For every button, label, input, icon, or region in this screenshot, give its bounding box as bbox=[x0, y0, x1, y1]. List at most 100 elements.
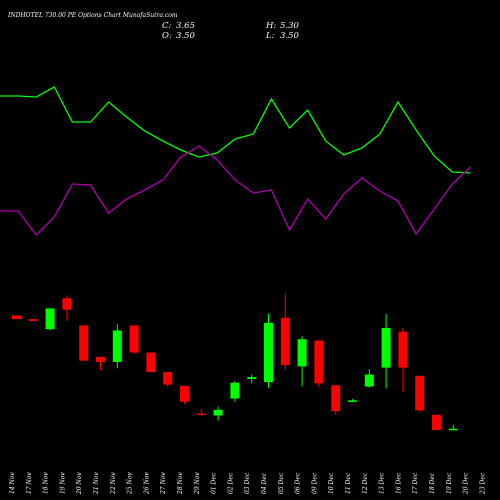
candle-body bbox=[96, 356, 105, 362]
candle-body bbox=[381, 327, 391, 368]
x-tick-label: 16 Dec bbox=[395, 472, 402, 494]
close-value: 3.65 bbox=[176, 21, 195, 31]
candle bbox=[196, 409, 206, 416]
indicator-lines bbox=[0, 86, 471, 236]
candle-body bbox=[196, 413, 206, 416]
indicator-line-2 bbox=[0, 145, 471, 236]
candle-body bbox=[163, 372, 173, 385]
close-label: C: bbox=[162, 21, 172, 31]
x-tick-label: 21 Nov bbox=[93, 472, 100, 495]
candle bbox=[79, 325, 89, 361]
candle bbox=[364, 368, 374, 388]
candle-body bbox=[448, 428, 458, 431]
x-tick-label: 03 Dec bbox=[244, 472, 251, 494]
candle-body bbox=[62, 298, 72, 310]
x-tick-label: 13 Dec bbox=[379, 472, 386, 494]
candle bbox=[163, 372, 173, 387]
x-tick-label: 22 Nov bbox=[110, 472, 117, 495]
candle bbox=[415, 375, 425, 413]
candle-body bbox=[415, 375, 425, 411]
chart-title: INDHOTEL 730.00 PE Options Chart MunafaS… bbox=[7, 12, 178, 19]
x-tick-label: 05 Dec bbox=[278, 472, 285, 494]
x-tick-label: 23 Dec bbox=[479, 472, 486, 495]
candle-body bbox=[12, 315, 21, 320]
candle bbox=[12, 315, 21, 320]
x-tick-label: 02 Dec bbox=[227, 472, 234, 494]
candle-body bbox=[146, 352, 156, 373]
candle-body bbox=[112, 330, 122, 362]
x-tick-label: 19 Nov bbox=[59, 472, 66, 494]
candle bbox=[381, 314, 391, 389]
candle bbox=[297, 336, 307, 387]
candle-body bbox=[213, 409, 223, 416]
x-tick-label: 06 Dec bbox=[295, 472, 302, 494]
x-tick-label: 12 Dec bbox=[362, 472, 369, 494]
candle bbox=[348, 399, 357, 402]
x-tick-label: 29 Nov bbox=[194, 472, 201, 495]
candle-body bbox=[45, 308, 55, 330]
candle-body bbox=[230, 382, 240, 399]
candle bbox=[314, 340, 324, 388]
x-tick-label: 01 Dec bbox=[211, 472, 218, 494]
candle bbox=[45, 308, 55, 331]
candle bbox=[264, 313, 273, 388]
open-value: 3.50 bbox=[176, 31, 196, 41]
candle bbox=[96, 356, 105, 371]
x-tick-label: 19 Dec bbox=[446, 472, 453, 494]
candle bbox=[398, 327, 408, 393]
candle-body bbox=[28, 319, 38, 321]
x-tick-label: 17 Dec bbox=[412, 472, 419, 494]
x-tick-label: 25 Nov bbox=[127, 472, 134, 495]
candle-body bbox=[247, 377, 257, 379]
candle-body bbox=[314, 340, 324, 384]
candle bbox=[213, 406, 223, 421]
x-axis-ticks: 14 Nov 17 Nov 18 Nov 19 Nov 20 Nov 21 Nov 22 N… bbox=[9, 472, 486, 495]
x-tick-label: 10 Dec bbox=[328, 472, 335, 494]
x-tick-label: 18 Nov bbox=[43, 472, 50, 494]
candle bbox=[180, 385, 189, 405]
low-label: L: bbox=[265, 31, 275, 41]
high-value: 5.30 bbox=[280, 21, 300, 31]
candle-body bbox=[129, 325, 139, 353]
candle-body bbox=[297, 339, 307, 367]
x-tick-label: 28 Nov bbox=[177, 472, 184, 495]
x-tick-label: 26 Nov bbox=[143, 472, 150, 495]
indicator-line-1 bbox=[0, 86, 471, 174]
x-tick-label: 20 Dec bbox=[463, 472, 470, 495]
candle bbox=[62, 295, 72, 321]
high-label: H: bbox=[265, 21, 276, 31]
candle-body bbox=[331, 385, 341, 412]
candle-body bbox=[432, 414, 441, 430]
chart-header: INDHOTEL 730.00 PE Options Chart MunafaS… bbox=[7, 12, 300, 41]
x-tick-label: 18 Dec bbox=[429, 472, 436, 494]
candle bbox=[146, 352, 156, 373]
candle-body bbox=[180, 385, 189, 402]
candle bbox=[448, 424, 458, 431]
x-tick-label: 14 Nov bbox=[9, 472, 16, 494]
candle-body bbox=[348, 400, 357, 402]
candle-body bbox=[364, 374, 374, 387]
x-tick-label: 17 Nov bbox=[26, 472, 33, 494]
candle bbox=[28, 319, 38, 321]
x-tick-label: 09 Dec bbox=[311, 472, 318, 494]
candle bbox=[247, 374, 257, 384]
x-tick-label: 27 Nov bbox=[160, 472, 167, 495]
candle-body bbox=[264, 322, 273, 383]
candle bbox=[112, 324, 122, 369]
candle bbox=[129, 325, 139, 354]
x-tick-label: 20 Nov bbox=[76, 472, 83, 495]
open-label: O: bbox=[162, 31, 172, 41]
candles bbox=[12, 293, 458, 431]
candle bbox=[280, 293, 290, 370]
candle-body bbox=[79, 325, 89, 361]
x-tick-label: 04 Dec bbox=[261, 472, 268, 494]
candle-body bbox=[280, 317, 290, 366]
candle bbox=[432, 414, 441, 430]
candle-body bbox=[398, 331, 408, 368]
x-tick-label: 11 Dec bbox=[345, 472, 352, 494]
candle bbox=[331, 385, 341, 415]
candle bbox=[230, 380, 240, 402]
low-value: 3.50 bbox=[280, 31, 300, 41]
